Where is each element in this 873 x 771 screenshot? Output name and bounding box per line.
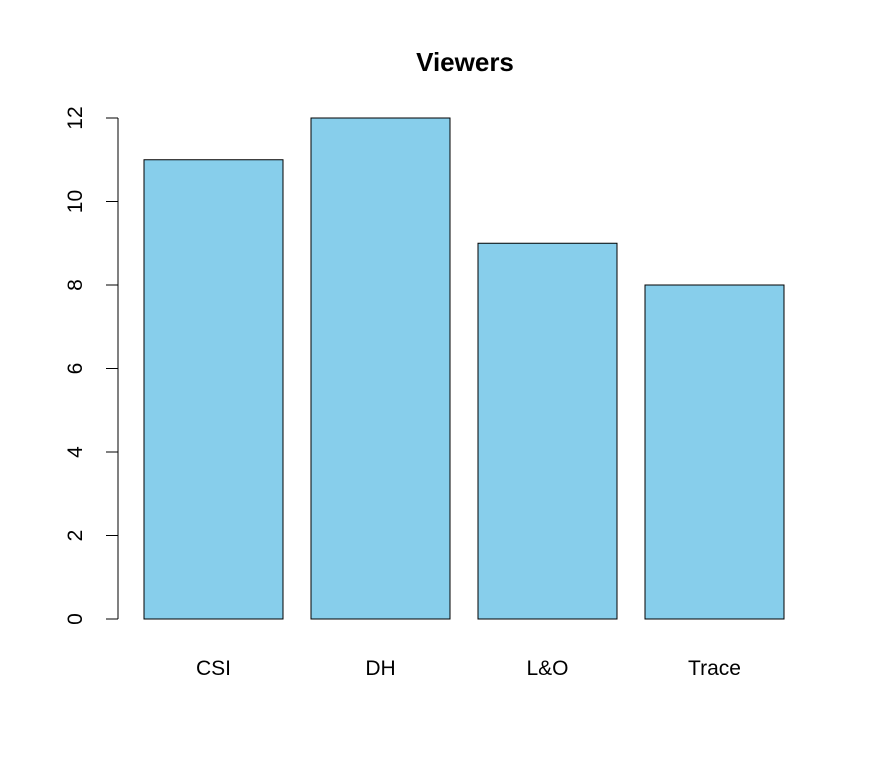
bar-trace xyxy=(644,284,785,620)
y-tick-label: 0 xyxy=(64,613,87,625)
y-tick-label: 10 xyxy=(64,190,87,213)
bar-csi xyxy=(143,159,284,620)
x-category-label: Trace xyxy=(688,657,741,680)
bar-dh xyxy=(310,117,451,620)
y-tick-label: 8 xyxy=(64,279,87,291)
bar-l-o xyxy=(477,242,618,620)
x-category-label: L&O xyxy=(526,657,568,680)
y-tick-label: 6 xyxy=(64,363,87,375)
y-tick-label: 4 xyxy=(64,446,87,458)
x-axis-labels: CSI DH L&O Trace xyxy=(196,657,741,680)
x-category-label: DH xyxy=(365,657,395,680)
chart-title: Viewers xyxy=(416,47,514,77)
bars xyxy=(143,117,785,620)
x-category-label: CSI xyxy=(196,657,231,680)
y-tick-label: 12 xyxy=(64,106,87,129)
y-axis: 0 2 4 6 8 10 12 xyxy=(64,106,119,625)
y-tick-label: 2 xyxy=(64,530,87,542)
